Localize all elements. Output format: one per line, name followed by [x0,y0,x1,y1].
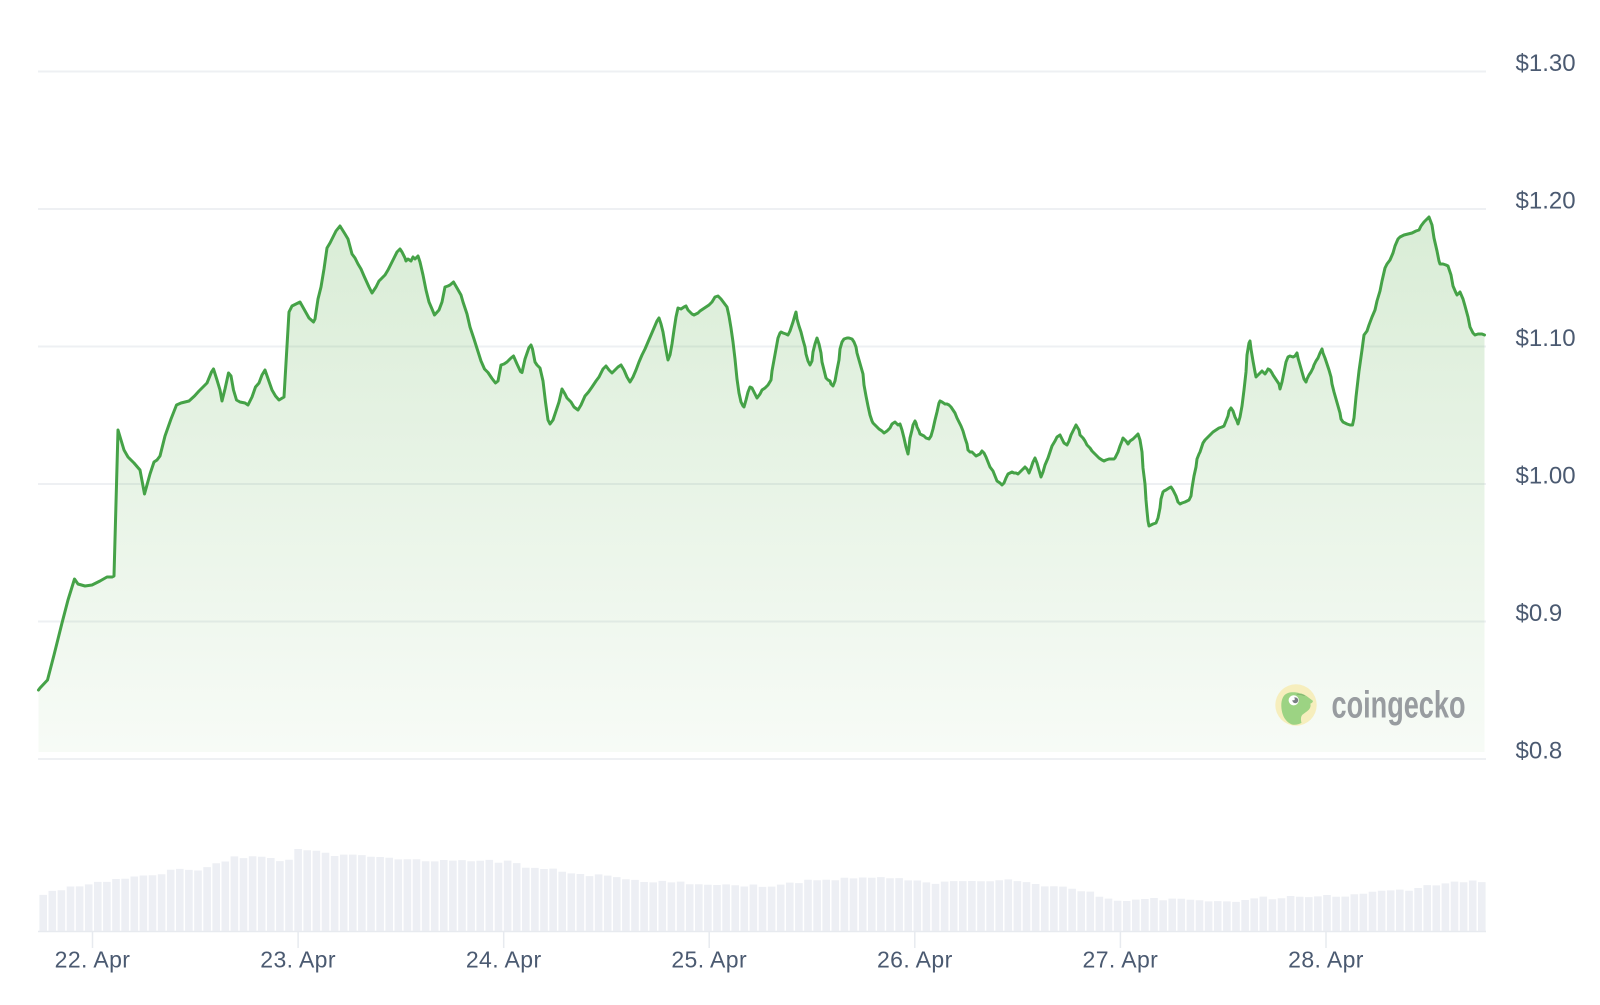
svg-text:23. Apr: 23. Apr [260,947,336,973]
svg-text:$1.20: $1.20 [1516,188,1576,215]
svg-text:$1.30: $1.30 [1516,50,1576,77]
svg-text:coingecko: coingecko [1332,685,1466,727]
svg-text:27. Apr: 27. Apr [1083,947,1159,973]
svg-text:$0.9: $0.9 [1516,600,1563,627]
svg-text:$0.8: $0.8 [1516,738,1563,765]
svg-text:25. Apr: 25. Apr [671,947,747,973]
svg-text:26. Apr: 26. Apr [877,947,953,973]
svg-text:28. Apr: 28. Apr [1288,947,1364,973]
svg-text:24. Apr: 24. Apr [466,947,542,973]
svg-text:22. Apr: 22. Apr [55,947,131,973]
svg-text:$1.10: $1.10 [1516,325,1576,352]
svg-text:$1.00: $1.00 [1516,463,1576,490]
